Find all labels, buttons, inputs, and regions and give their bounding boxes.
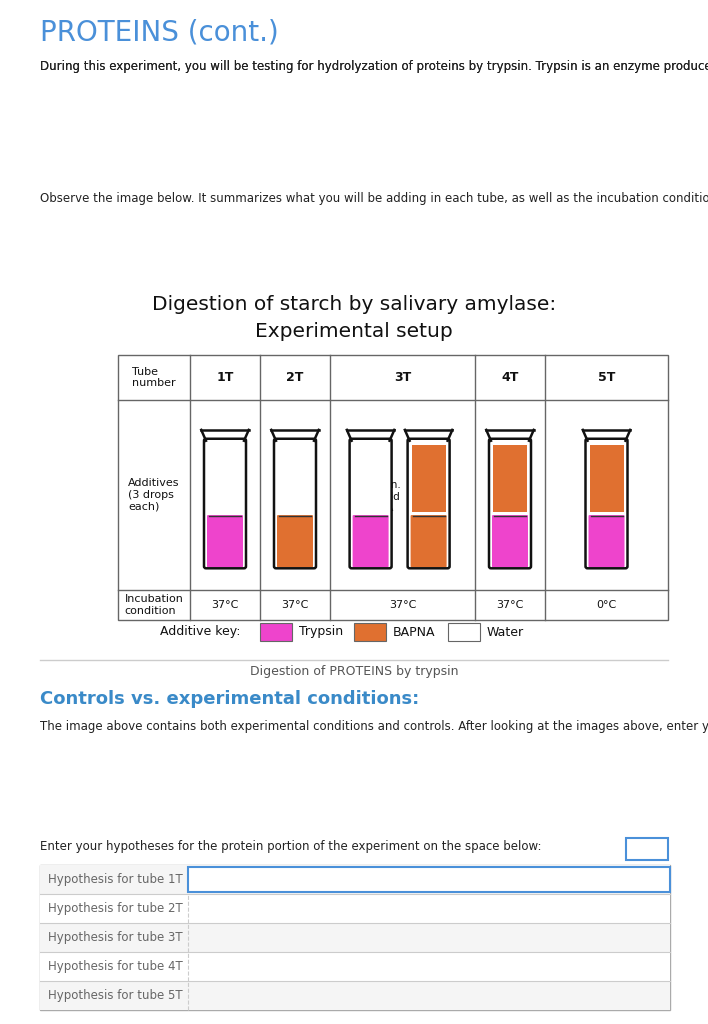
Text: 2T: 2T — [286, 371, 304, 384]
Text: The image above contains both experimental conditions and controls. After lookin: The image above contains both experiment… — [40, 720, 708, 733]
FancyBboxPatch shape — [586, 438, 627, 568]
Text: Additive key:: Additive key: — [160, 626, 241, 639]
Text: 4T: 4T — [501, 371, 519, 384]
Bar — [448, 623, 480, 641]
Text: Digestion of PROTEINS by trypsin: Digestion of PROTEINS by trypsin — [250, 665, 458, 678]
Text: 5 pts: 5 pts — [630, 843, 663, 855]
FancyBboxPatch shape — [204, 438, 246, 568]
Text: 1T: 1T — [217, 371, 234, 384]
Text: Hypothesis for tube 1T: Hypothesis for tube 1T — [48, 873, 183, 886]
FancyBboxPatch shape — [588, 515, 624, 567]
Bar — [354, 623, 386, 641]
Text: Digestion of starch by salivary amylase:: Digestion of starch by salivary amylase: — [152, 295, 556, 314]
FancyBboxPatch shape — [411, 515, 447, 567]
Text: 5T: 5T — [598, 371, 615, 384]
Text: Hypothesis for tube 3T: Hypothesis for tube 3T — [48, 931, 183, 944]
Bar — [188, 867, 670, 892]
Text: Additives
(3 drops
each): Additives (3 drops each) — [128, 478, 180, 512]
Bar — [40, 865, 670, 1010]
Text: PROTEINS (cont.): PROTEINS (cont.) — [40, 18, 279, 46]
Text: During this experiment, you will be testing for hydrolyzation of proteins by try: During this experiment, you will be test… — [40, 60, 708, 73]
Bar — [40, 865, 670, 894]
Text: Hypothesis for tube 5T: Hypothesis for tube 5T — [48, 989, 183, 1002]
Text: BAPNA: BAPNA — [393, 626, 435, 639]
Bar — [493, 444, 527, 512]
FancyBboxPatch shape — [274, 438, 316, 568]
Text: 3T: 3T — [394, 371, 411, 384]
Bar — [40, 952, 670, 981]
Bar — [40, 923, 670, 952]
Bar — [118, 355, 668, 620]
FancyBboxPatch shape — [492, 515, 528, 567]
FancyBboxPatch shape — [408, 438, 450, 568]
Text: During this experiment, you will be testing for hydrolyzation of proteins by try: During this experiment, you will be test… — [40, 60, 708, 73]
Text: Controls vs. experimental conditions:: Controls vs. experimental conditions: — [40, 690, 419, 708]
Text: Tube
number: Tube number — [132, 367, 176, 388]
Text: Incubation
condition: Incubation condition — [125, 594, 183, 615]
Text: 37°C: 37°C — [211, 600, 239, 610]
Text: Observe the image below. It summarizes what you will be adding in each tube, as : Observe the image below. It summarizes w… — [40, 193, 708, 205]
Bar — [411, 444, 445, 512]
Text: Boil
trypsin
for 4 min.
Then add
BAPNA: Boil trypsin for 4 min. Then add BAPNA — [350, 457, 401, 513]
Bar — [590, 444, 624, 512]
FancyBboxPatch shape — [353, 515, 389, 567]
Text: Experimental setup: Experimental setup — [255, 322, 453, 341]
Bar — [40, 981, 670, 1010]
Text: Water: Water — [487, 626, 524, 639]
FancyBboxPatch shape — [207, 515, 243, 567]
Text: Hypothesis for tube 2T: Hypothesis for tube 2T — [48, 902, 183, 915]
Text: Enter your hypotheses for the protein portion of the experiment on the space bel: Enter your hypotheses for the protein po… — [40, 840, 542, 853]
Text: 0°C: 0°C — [596, 600, 617, 610]
Text: 37°C: 37°C — [281, 600, 309, 610]
FancyBboxPatch shape — [350, 438, 392, 568]
Text: Trypsin: Trypsin — [299, 626, 343, 639]
FancyBboxPatch shape — [489, 438, 531, 568]
FancyBboxPatch shape — [277, 515, 313, 567]
Bar — [626, 838, 668, 860]
Text: Hypothesis for tube 4T: Hypothesis for tube 4T — [48, 961, 183, 973]
Bar — [260, 623, 292, 641]
Text: 37°C: 37°C — [389, 600, 416, 610]
Text: 37°C: 37°C — [496, 600, 524, 610]
Bar — [40, 894, 670, 923]
